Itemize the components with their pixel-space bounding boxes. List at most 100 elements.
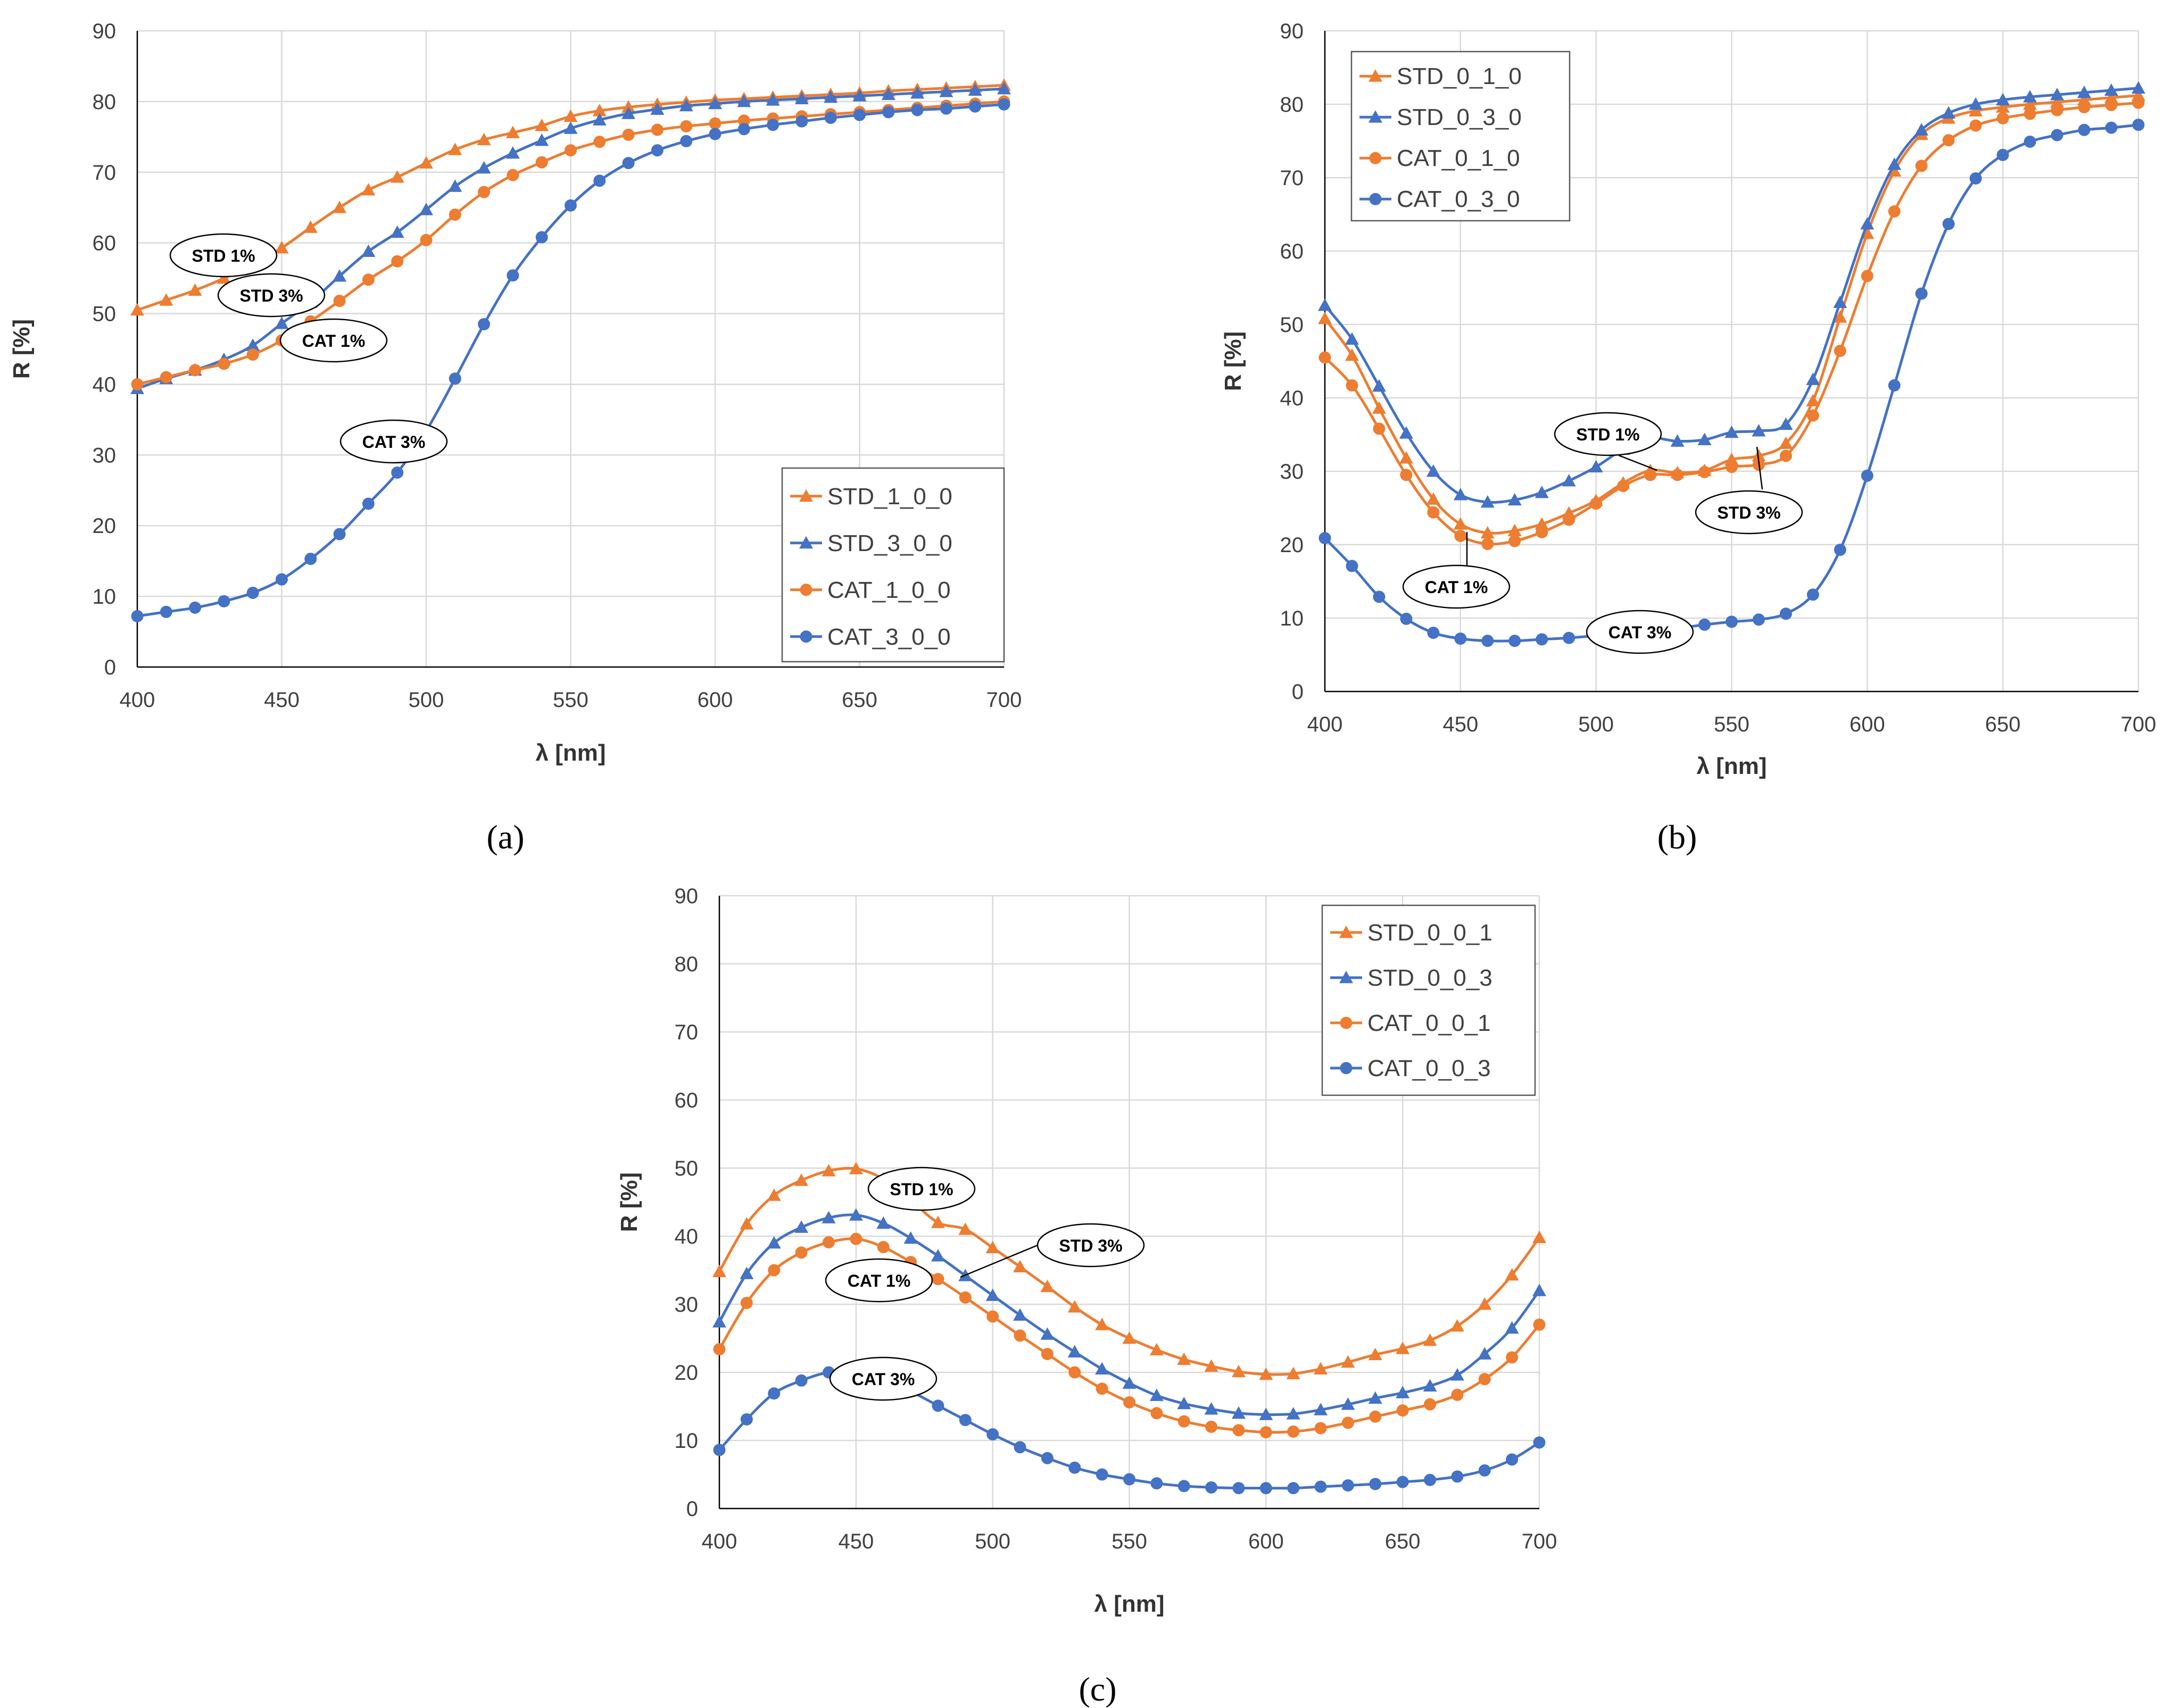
legend-label: STD_0_3_0 [1397,104,1522,130]
legend: STD_1_0_0 STD_3_0_0 CAT_1_0_0 CAT_3_0_0 [781,467,1005,663]
data-point [1887,157,1902,170]
y-axis-title: R [%] [1220,331,1246,391]
annotation-ellipse [169,233,278,278]
data-point [1726,615,1738,628]
data-point [1399,451,1413,464]
data-point [1505,1321,1519,1334]
data-point [1508,635,1521,647]
data-point [1644,469,1657,481]
y-tick-label: 10 [1280,607,1304,630]
data-point [910,86,925,99]
data-point [1259,1482,1272,1495]
data-point [794,91,809,104]
y-tick-label: 20 [1280,534,1304,557]
data-point [1533,1318,1546,1331]
data-point [304,553,317,565]
chart-panel-c: 0 10 20 30 40 50 60 70 80 90 400 450 500 550 600 650 700… [543,854,1630,1708]
data-point [997,81,1011,95]
y-tick-label: 30 [675,1293,699,1317]
data-point [1915,287,1928,300]
legend-item: STD_3_0_0 [790,530,952,556]
legend-swatch-marker [1339,926,1353,938]
data-point [740,1217,754,1230]
data-point [218,595,230,607]
data-point [985,1240,1000,1254]
data-point [1123,1473,1135,1486]
data-point [1478,1373,1491,1386]
data-point [2050,88,2064,101]
y-tick-label: 0 [1292,680,1304,704]
data-point [362,273,375,286]
data-point [1150,1407,1163,1420]
data-point [1067,1345,1082,1357]
data-point [1287,1425,1300,1438]
data-point [958,1222,973,1235]
legend-label: STD_0_1_0 [1397,63,1522,89]
data-point [1177,1415,1190,1428]
legend-swatch-marker [1369,69,1382,82]
data-point [1232,1482,1245,1495]
data-point [1341,1417,1354,1429]
data-point [2077,85,2092,98]
data-point [448,143,462,155]
data-point [1536,633,1548,646]
data-point [852,89,867,102]
data-point [1427,627,1440,639]
data-point [1095,1362,1109,1374]
data-point [1481,635,1494,647]
y-tick-label: 40 [675,1225,699,1248]
data-point [968,83,982,96]
data-point [565,199,577,212]
data-point [1149,1388,1164,1401]
y-tick-label: 20 [675,1361,699,1385]
series-CAT_0_0_1 [713,1232,1546,1439]
x-tick-label: 450 [1442,713,1478,736]
x-tick-label: 400 [120,688,155,712]
data-point [877,1240,890,1253]
data-point [1149,1343,1164,1356]
annotation-label: CAT 1% [302,331,366,351]
annotation-ellipse [1402,564,1511,609]
data-point [931,1215,945,1228]
annotation-leader-line [960,1244,1038,1278]
data-point [740,1267,754,1279]
data-point [1346,560,1358,572]
data-point [985,1288,1000,1301]
legend-box [1321,904,1536,1096]
data-point [1013,1260,1027,1272]
data-point [1396,1404,1409,1417]
data-point [391,255,404,268]
data-point [1423,1333,1437,1346]
legend-box [1350,51,1571,222]
data-point [1806,394,1820,406]
data-point [680,120,693,132]
legend-swatch-marker [799,536,813,549]
data-point [1041,1452,1054,1464]
data-point [1996,112,2009,124]
data-point [1423,1379,1437,1392]
data-point [1369,1478,1382,1490]
data-point [478,318,491,330]
data-point [986,1428,999,1440]
data-point [1506,1453,1519,1466]
annotation-label: CAT 3% [1608,623,1672,642]
data-point [1040,1279,1055,1293]
data-point [740,1296,753,1309]
data-point [1424,1398,1437,1411]
data-point [1478,1297,1492,1310]
y-tick-label: 70 [93,161,117,185]
annotation: CAT 1% [1402,532,1511,609]
data-point [563,109,578,122]
data-point [361,244,376,257]
data-point [1396,1476,1409,1488]
data-point [1232,1424,1245,1437]
data-point [737,114,750,127]
data-point [1833,295,1847,308]
data-point [1453,517,1467,530]
data-point [160,605,172,618]
data-point [188,283,202,296]
y-tick-label: 30 [1280,460,1304,484]
data-point [1096,1382,1108,1395]
data-point [1996,93,2010,106]
data-point [507,169,519,181]
